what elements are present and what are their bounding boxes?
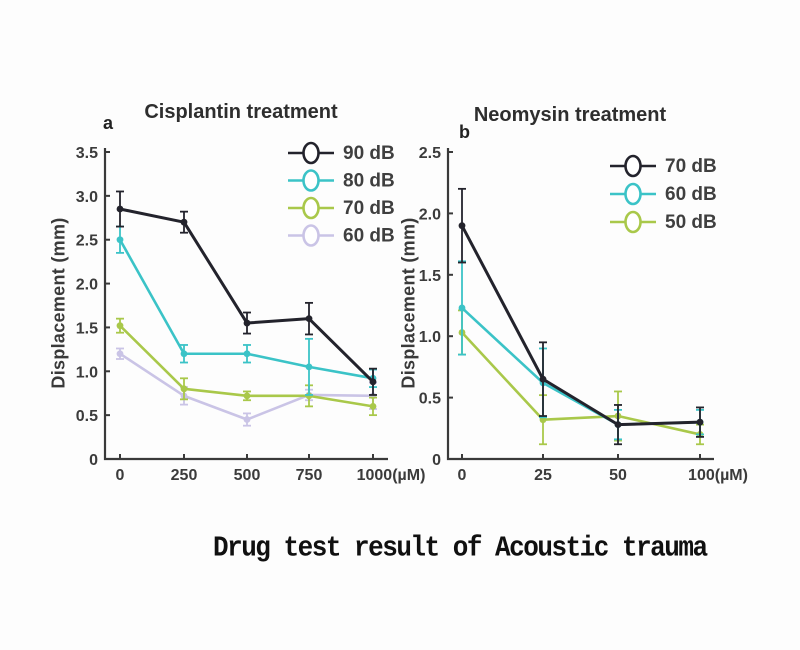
x-tick-label: 0 (116, 467, 125, 484)
x-tick-label: 50 (609, 467, 627, 484)
panel-b-ylabel: Displacement (mm) (398, 217, 419, 389)
data-point-70-dB (696, 418, 704, 426)
x-tick-label: 750 (296, 467, 323, 484)
data-point-90-dB (180, 218, 188, 226)
data-point-60-dB (458, 304, 466, 312)
data-point-60-dB (116, 350, 124, 358)
data-point-80-dB (180, 350, 188, 358)
y-tick-label: 0 (89, 452, 98, 469)
panel-a-ylabel: Displacement (mm) (48, 217, 69, 389)
y-tick-label: 2.5 (419, 145, 441, 162)
data-point-70-dB (369, 402, 377, 410)
data-point-80-dB (305, 363, 313, 371)
legend-label: 80 dB (343, 171, 395, 192)
panel-a-title: Cisplantin treatment (144, 101, 338, 123)
data-point-90-dB (116, 205, 124, 213)
legend-label: 60 dB (343, 226, 395, 247)
data-point-70-dB (180, 385, 188, 393)
y-tick-label: 1.0 (76, 364, 98, 381)
legend-marker (302, 169, 320, 192)
y-tick-label: 1.5 (419, 268, 441, 285)
panel-b-letter: b (459, 122, 470, 142)
legend-label: 90 dB (343, 143, 395, 164)
y-tick-label: 3.5 (76, 145, 98, 162)
data-point-70-dB (458, 222, 466, 230)
series-line-70-dB (460, 224, 701, 427)
y-tick-label: 1.5 (76, 320, 98, 337)
data-point-70-dB (116, 322, 124, 330)
data-point-60-dB (243, 416, 251, 423)
x-tick-label: 500 (234, 467, 261, 484)
legend-marker (624, 210, 642, 234)
legend-marker (302, 196, 320, 220)
y-tick-label: 0 (432, 452, 441, 469)
legend-marker (624, 182, 642, 206)
series-line-60-dB (461, 307, 701, 426)
legend-marker (624, 154, 642, 178)
x-tick-label: 100(µM) (688, 467, 748, 484)
data-point-70-dB (614, 421, 622, 429)
y-tick-label: 2.5 (76, 233, 98, 250)
legend-label: 70 dB (665, 156, 717, 177)
y-tick-label: 2.0 (419, 206, 441, 223)
data-point-90-dB (369, 378, 377, 386)
axis-frame-a (103, 148, 388, 461)
x-tick-label: 1000(µM) (357, 467, 426, 484)
y-tick-label: 0.5 (419, 391, 441, 408)
panel-b-title: Neomysin treatment (473, 104, 667, 126)
x-tick-label: 0 (458, 467, 467, 484)
y-tick-label: 1.0 (419, 329, 441, 346)
y-tick-label: 3.0 (76, 189, 98, 206)
y-tick-label: 2.0 (76, 277, 98, 294)
panel-a-letter: a (103, 113, 114, 133)
x-tick-label: 25 (534, 467, 552, 484)
figure-caption: Drug test result of Acoustic trauma (213, 531, 708, 565)
legend-label: 60 dB (665, 184, 717, 205)
data-point-80-dB (243, 350, 251, 358)
data-point-90-dB (243, 319, 251, 327)
data-point-70-dB (243, 392, 251, 400)
data-point-70-dB (539, 375, 547, 383)
legend-label: 70 dB (343, 198, 395, 219)
data-point-80-dB (116, 236, 124, 244)
x-tick-label: 250 (171, 467, 198, 484)
legend-marker (302, 224, 320, 247)
series-line-50-dB (461, 331, 701, 436)
data-point-90-dB (305, 315, 313, 323)
y-tick-label: 0.5 (76, 408, 98, 425)
legend-marker (302, 141, 320, 165)
legend-label: 50 dB (665, 212, 717, 233)
